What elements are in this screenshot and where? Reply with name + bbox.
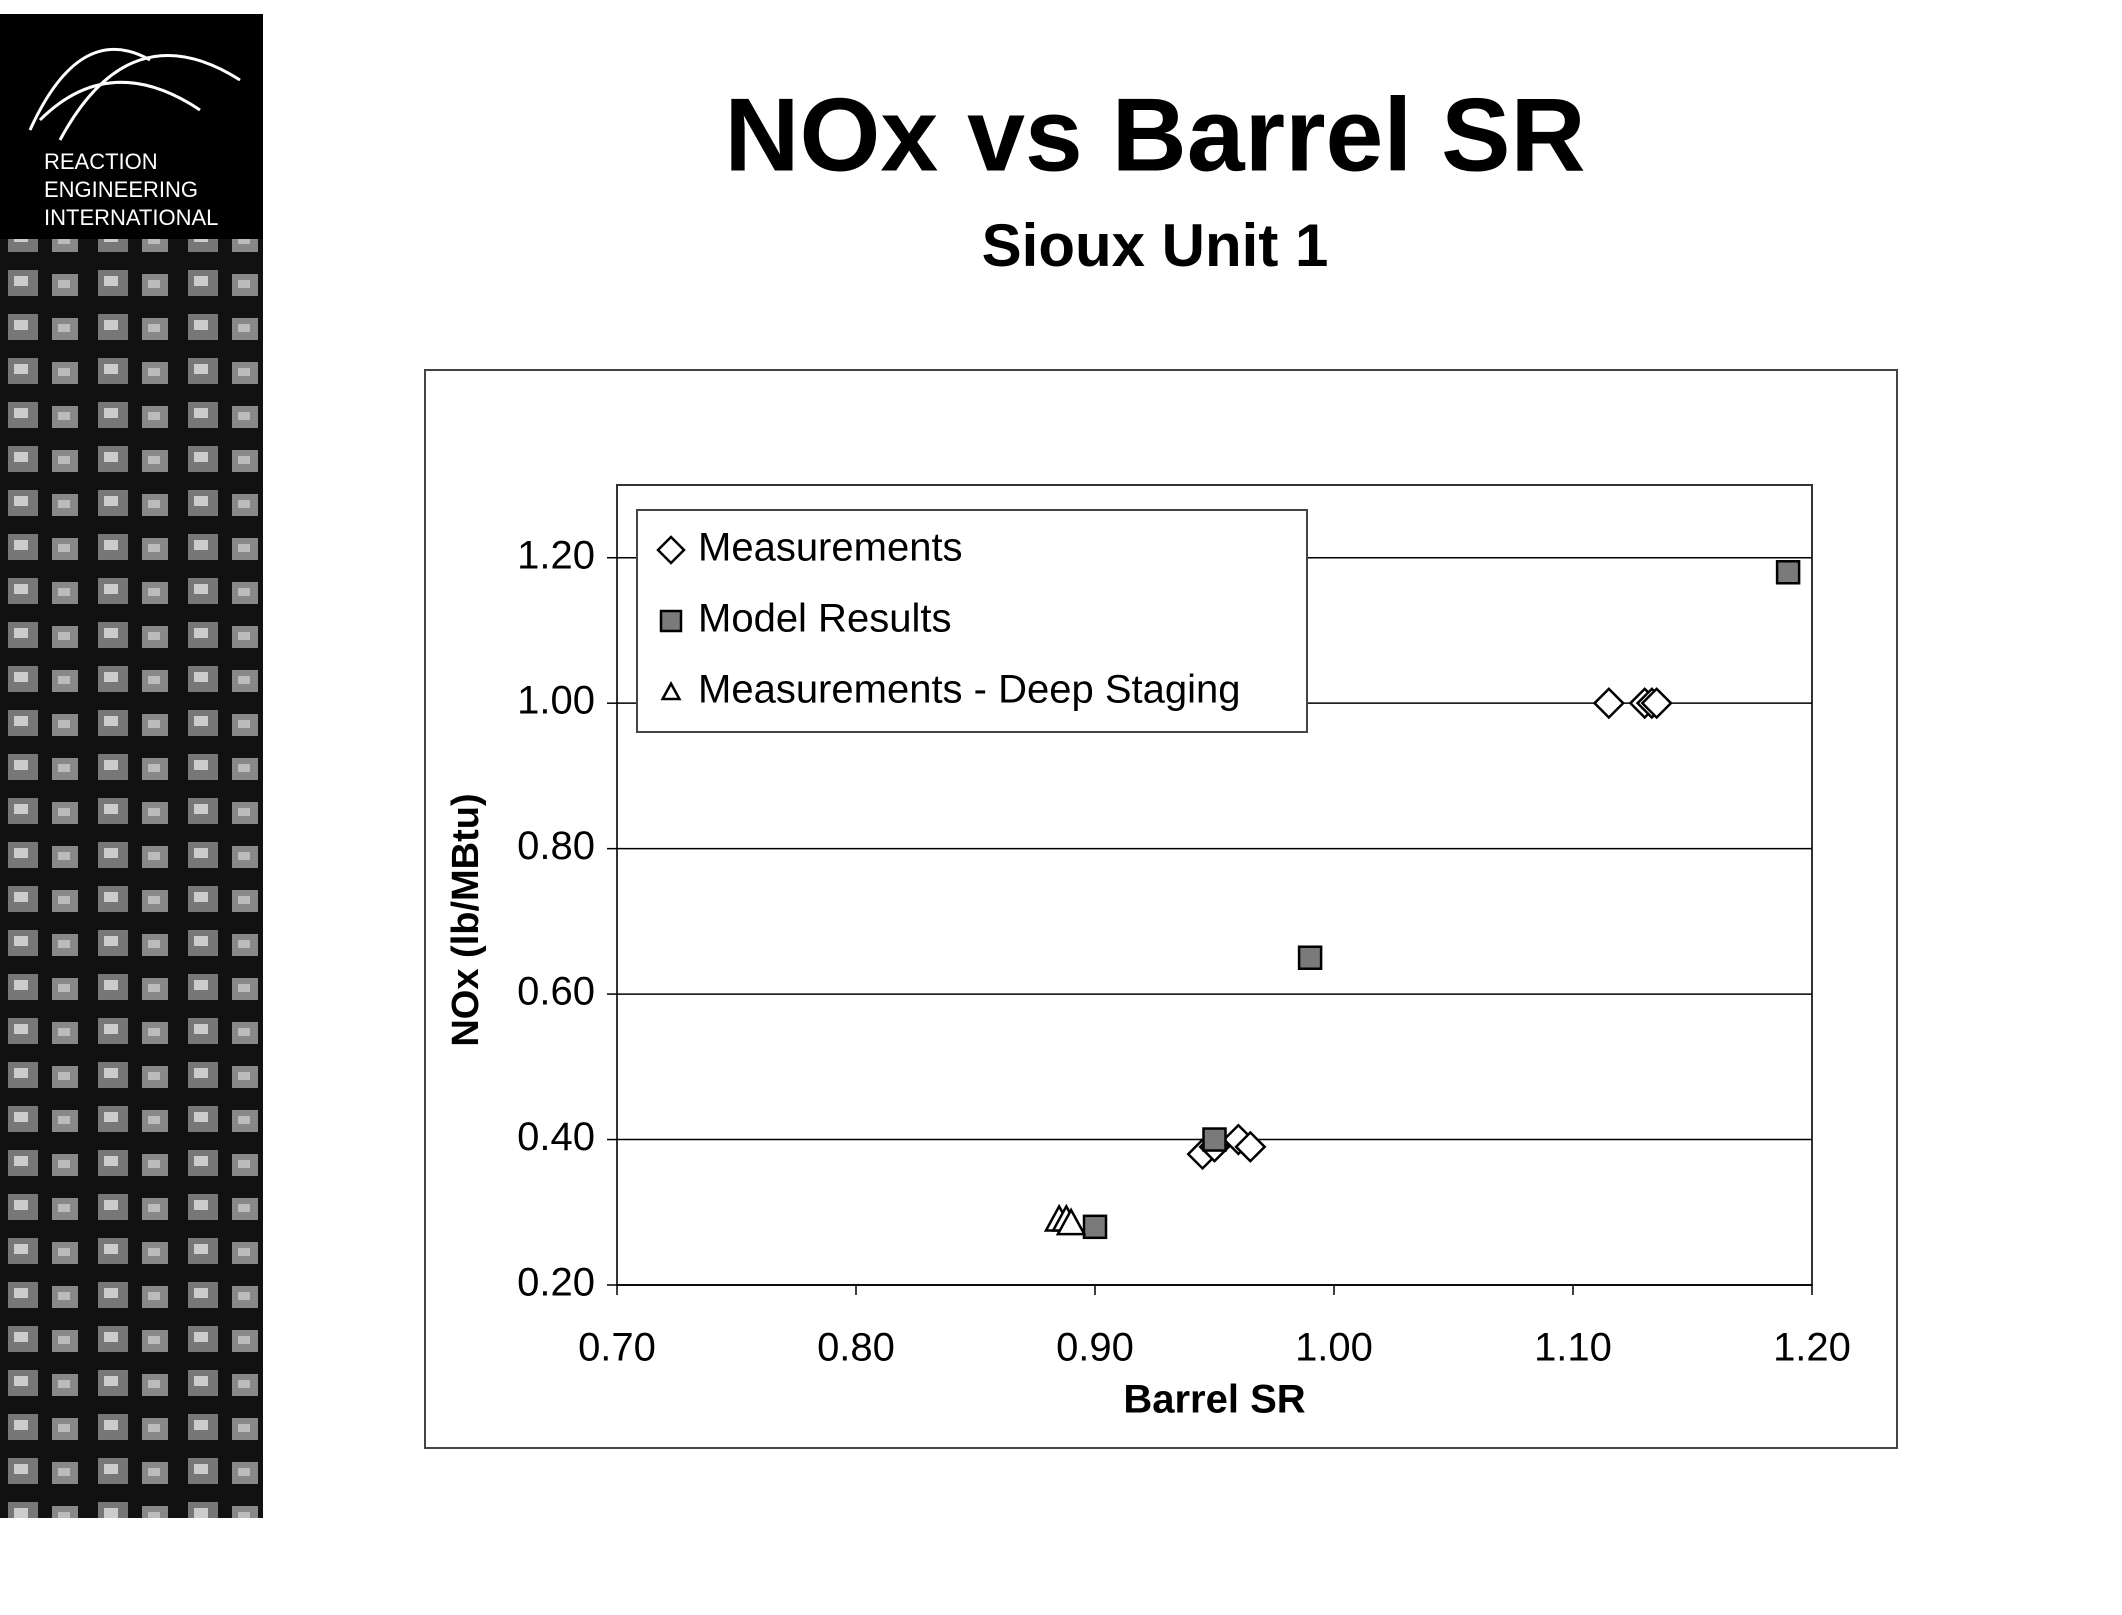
x-tick-label: 1.00: [1295, 1326, 1373, 1370]
logo-arcs: [28, 47, 241, 141]
slide-subtitle: Sioux Unit 1: [982, 212, 1329, 279]
logo-text: INTERNATIONAL: [44, 205, 218, 230]
y-tick-label: 0.60: [517, 970, 595, 1014]
legend-marker: [659, 609, 683, 633]
data-point: [1234, 1130, 1267, 1163]
legend-label: Model Results: [698, 597, 951, 641]
legend-marker: [656, 535, 686, 565]
slide-title: NOx vs Barrel SR: [724, 77, 1585, 193]
y-axis-title: NOx (lb/MBtu): [445, 793, 487, 1046]
y-tick-label: 0.40: [517, 1115, 595, 1159]
data-point: [1775, 560, 1801, 585]
y-tick-label: 1.20: [517, 533, 595, 577]
data-point: [1592, 687, 1625, 720]
legend-label: Measurements - Deep Staging: [698, 668, 1241, 712]
data-point: [1082, 1214, 1108, 1240]
logo-text: REACTION: [44, 149, 158, 174]
x-tick-label: 0.80: [817, 1326, 895, 1370]
x-axis-title: Barrel SR: [1123, 1378, 1305, 1422]
data-point: [1297, 945, 1323, 970]
legend-label: Measurements: [698, 526, 963, 570]
chart: 0.20 0.40 0.60 0.80 1.00 1.20 0.70 0.80 0.90 1.00…: [445, 484, 1851, 1422]
y-tick-label: 0.80: [517, 824, 595, 868]
data-point: [1640, 687, 1673, 720]
x-tick-label: 0.70: [578, 1326, 656, 1370]
data-point: [1055, 1207, 1087, 1236]
legend-box: [636, 509, 1308, 733]
legend-marker: [660, 680, 682, 701]
x-tick-label: 1.10: [1534, 1326, 1612, 1370]
logo-text: ENGINEERING: [44, 177, 198, 202]
data-point: [1202, 1127, 1227, 1152]
y-tick-label: 1.00: [517, 679, 595, 723]
y-tick-label: 0.20: [517, 1261, 595, 1305]
x-tick-label: 1.20: [1773, 1326, 1851, 1370]
logo-strip: [0, 14, 263, 1518]
x-tick-label: 0.90: [1056, 1326, 1134, 1370]
